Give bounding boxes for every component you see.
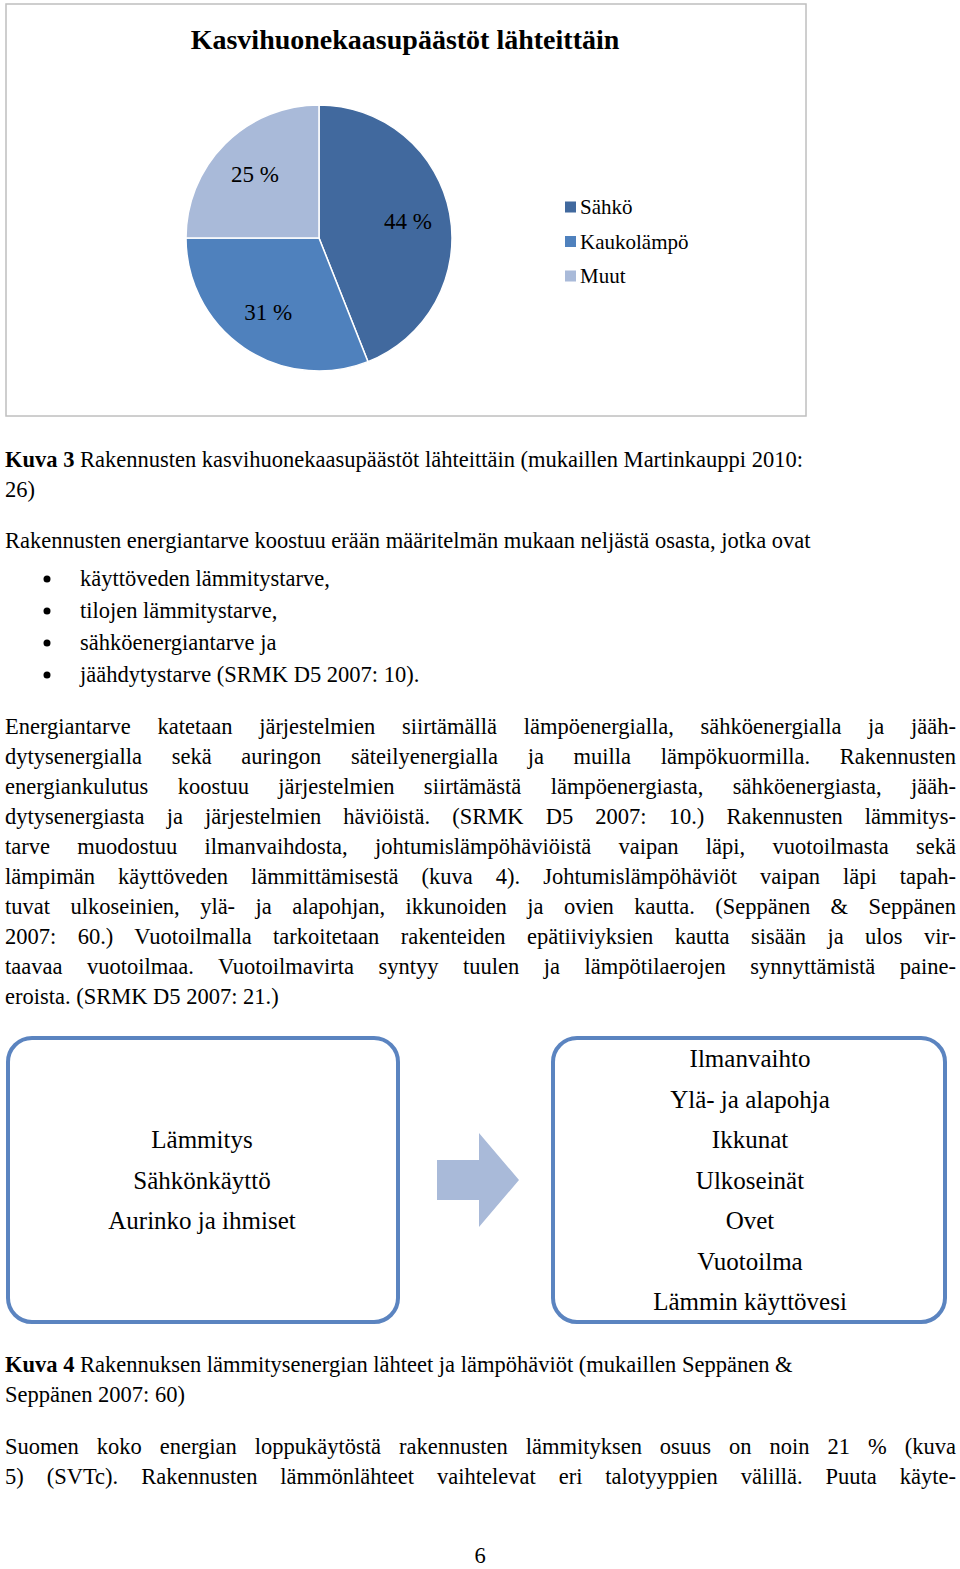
diagram-item: Ylä- ja alapohja	[670, 1086, 830, 1113]
diagram-box-right	[553, 1038, 945, 1322]
paragraph-line: dytysenergiasta ja järjestelmien häviöis…	[5, 803, 956, 831]
legend-entry: Kaukolämpö	[580, 230, 688, 254]
caption-text: Rakennusten kasvihuonekaasupäästöt lähte…	[80, 447, 803, 472]
chart-title: Kasvihuonekaasupäästöt lähteittäin	[191, 24, 620, 55]
caption-line: Kuva 4 Rakennuksen lämmitysenergian läht…	[5, 1351, 956, 1379]
pie-slice	[186, 238, 368, 371]
chart-frame	[6, 4, 806, 416]
legend-swatch	[565, 236, 576, 247]
paragraph-line: 5) (SVTc). Rakennusten lämmönlähteet vai…	[5, 1463, 956, 1491]
bullet-item: tilojen lämmitystarve,	[80, 597, 940, 625]
diagram-item: Lämmitys	[151, 1126, 252, 1153]
intro-line: Rakennusten energiantarve koostuu erään …	[5, 527, 956, 555]
legend-entry: Muut	[580, 264, 626, 288]
paragraph-line: taavaa vuotoilmaa. Vuotoilmavirta syntyy…	[5, 953, 956, 981]
diagram-item: Aurinko ja ihmiset	[108, 1207, 296, 1234]
paragraph-line: tarve muodostuu ilmanvaihdosta, johtumis…	[5, 833, 956, 861]
caption-text: Rakennuksen lämmitysenergian lähteet ja …	[80, 1352, 793, 1377]
diagram-item: Ovet	[726, 1207, 775, 1234]
diagram-arrow	[437, 1133, 519, 1227]
bullet-item: sähköenergiantarve ja	[80, 629, 940, 657]
data-label: 31 %	[244, 300, 292, 325]
diagram-item: Ikkunat	[712, 1126, 788, 1153]
bullet-dot	[44, 608, 51, 615]
bullet-item: käyttöveden lämmitystarve,	[80, 565, 940, 593]
paragraph-line: lämpimän käyttöveden lämmittämisestä (ku…	[5, 863, 956, 891]
data-label: 25 %	[231, 162, 279, 187]
bullet-dot	[44, 576, 51, 583]
legend-swatch	[565, 271, 576, 282]
bullet-dot	[44, 672, 51, 679]
paragraph-line: eroista. (SRMK D5 2007: 21.)	[5, 983, 956, 1011]
bullet-item: jäähdytystarve (SRMK D5 2007: 10).	[80, 661, 940, 689]
paragraph-line: Suomen koko energian loppukäytöstä raken…	[5, 1433, 956, 1461]
legend-swatch	[565, 202, 576, 213]
diagram-item: Ilmanvaihto	[690, 1045, 811, 1072]
diagram-box-left	[8, 1038, 398, 1322]
pie-slice	[186, 105, 319, 238]
paragraph-line: dytysenergialla sekä auringon säteilyene…	[5, 743, 956, 771]
caption-line: 26)	[5, 476, 956, 504]
caption-line: Seppänen 2007: 60)	[5, 1381, 956, 1409]
diagram-item: Vuotoilma	[697, 1248, 802, 1275]
diagram-item: Lämmin käyttövesi	[653, 1288, 847, 1315]
bullet-dot	[44, 640, 51, 647]
page: Kasvihuonekaasupäästöt lähteittäin 44 % 31…	[0, 0, 960, 1569]
page-number: 6	[0, 1542, 960, 1569]
diagram-item: Ulkoseinät	[696, 1167, 804, 1194]
paragraph-line: tuvat ulkoseinien, ylä- ja alapohjan, ik…	[5, 893, 956, 921]
pie-slices	[186, 105, 452, 371]
caption-label: Kuva 3	[5, 447, 74, 472]
data-label: 44 %	[384, 209, 432, 234]
paragraph-line: energiankulutus koostuu järjestelmien si…	[5, 773, 956, 801]
caption-line: Kuva 3 Rakennusten kasvihuonekaasupäästö…	[5, 446, 956, 474]
legend-entry: Sähkö	[580, 195, 633, 219]
diagram-item: Sähkönkäyttö	[133, 1167, 271, 1194]
caption-label: Kuva 4	[5, 1352, 74, 1377]
paragraph-line: Energiantarve katetaan järjestelmien sii…	[5, 713, 956, 741]
paragraph-line: 2007: 60.) Vuotoilmalla tarkoitetaan rak…	[5, 923, 956, 951]
